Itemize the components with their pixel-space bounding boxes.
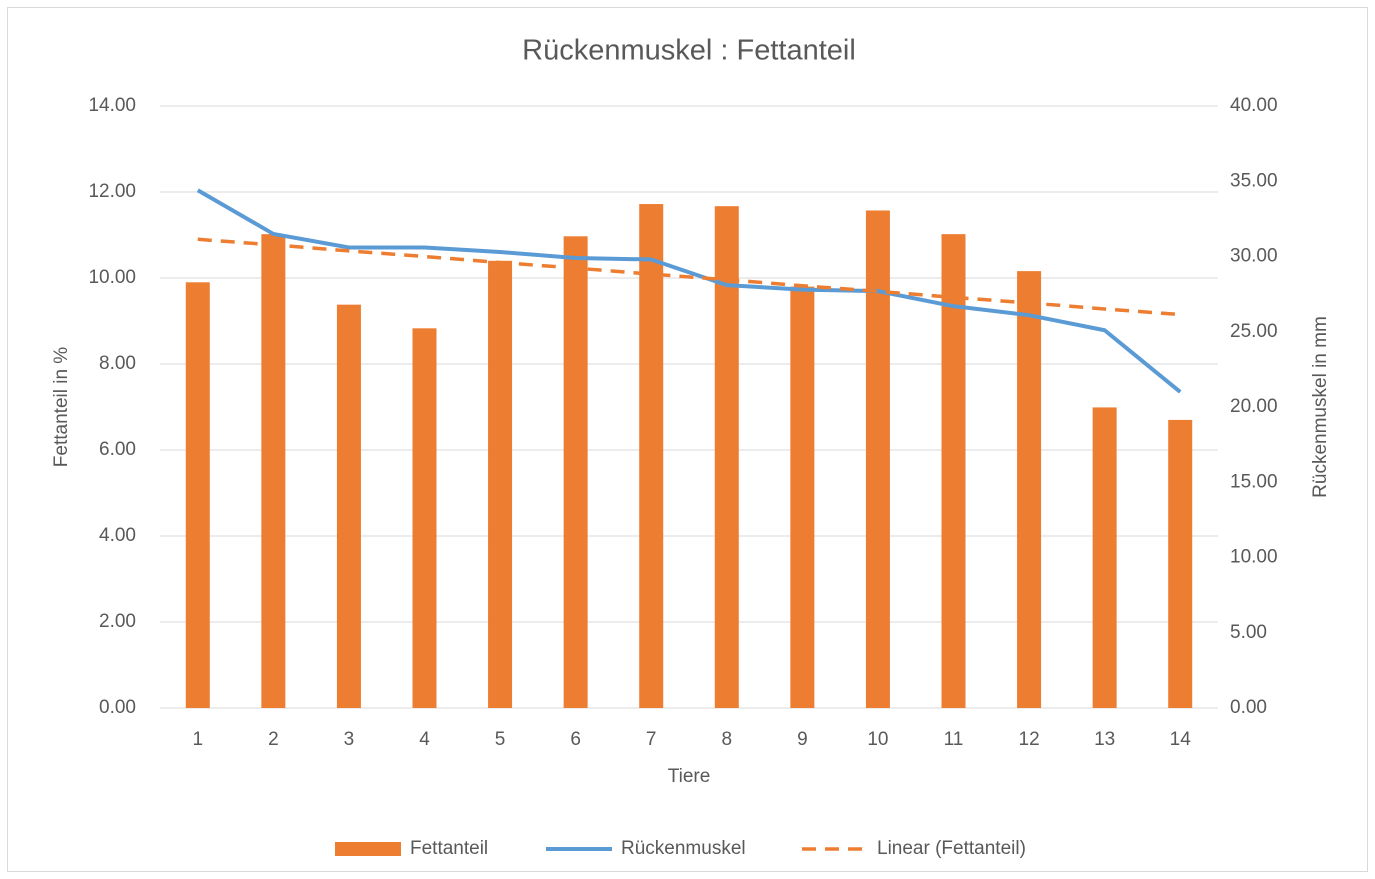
y-tick-label: 4.00 xyxy=(99,525,136,546)
legend-label: Rückenmuskel xyxy=(621,838,746,859)
x-tick-label: 13 xyxy=(1094,729,1115,750)
legend-label: Fettanteil xyxy=(410,838,488,859)
bar xyxy=(563,236,588,709)
x-tick-label: 6 xyxy=(570,729,581,750)
bar xyxy=(488,260,513,708)
bar xyxy=(412,328,437,708)
x-tick-label: 1 xyxy=(192,729,203,750)
chart-border xyxy=(7,7,1368,872)
bar xyxy=(714,206,739,708)
bar xyxy=(865,210,890,709)
y-tick-label: 8.00 xyxy=(99,353,136,374)
y2-tick-label: 40.00 xyxy=(1230,95,1278,116)
legend-label: Linear (Fettanteil) xyxy=(877,838,1026,859)
x-tick-label: 7 xyxy=(646,729,657,750)
y2-tick-label: 20.00 xyxy=(1230,396,1278,417)
bar xyxy=(261,234,286,708)
x-tick-label: 3 xyxy=(344,729,355,750)
bar xyxy=(1092,407,1117,708)
x-tick-label: 9 xyxy=(797,729,808,750)
x-tick-label: 8 xyxy=(721,729,732,750)
x-tick-label: 2 xyxy=(268,729,279,750)
x-tick-label: 14 xyxy=(1170,729,1192,750)
legend-swatch xyxy=(335,842,401,856)
bar xyxy=(1017,271,1042,708)
y2-tick-label: 35.00 xyxy=(1230,170,1278,191)
chart-title: Rückenmuskel : Fettanteil xyxy=(522,35,856,67)
bar xyxy=(639,204,664,709)
x-tick-label: 11 xyxy=(944,729,964,750)
x-tick-label: 4 xyxy=(419,729,430,750)
bar xyxy=(1168,419,1193,708)
y2-axis-title: Rückenmuskel in mm xyxy=(1310,316,1331,498)
trend-line xyxy=(197,237,1181,317)
x-tick-label: 5 xyxy=(495,729,506,750)
x-tick-label: 10 xyxy=(867,729,888,750)
y2-tick-label: 30.00 xyxy=(1230,246,1278,267)
line xyxy=(196,188,1182,394)
y-axis-title: Fettanteil in % xyxy=(51,347,72,467)
y-tick-label: 12.00 xyxy=(88,181,136,202)
y2-tick-label: 15.00 xyxy=(1230,471,1278,492)
y2-tick-label: 10.00 xyxy=(1230,547,1278,568)
y2-tick-label: 25.00 xyxy=(1230,321,1278,342)
x-axis-title: Tiere xyxy=(668,766,711,787)
y-tick-label: 2.00 xyxy=(99,611,136,632)
y-tick-label: 14.00 xyxy=(88,95,136,116)
bar xyxy=(790,286,815,708)
y2-tick-label: 5.00 xyxy=(1230,622,1267,643)
y-tick-label: 6.00 xyxy=(99,439,136,460)
y-tick-label: 10.00 xyxy=(88,267,136,288)
y2-tick-label: 0.00 xyxy=(1230,697,1267,718)
x-tick-label: 12 xyxy=(1019,729,1040,750)
bar xyxy=(941,234,966,708)
bar xyxy=(185,282,210,708)
y-tick-label: 0.00 xyxy=(99,697,136,718)
bar xyxy=(336,304,361,708)
